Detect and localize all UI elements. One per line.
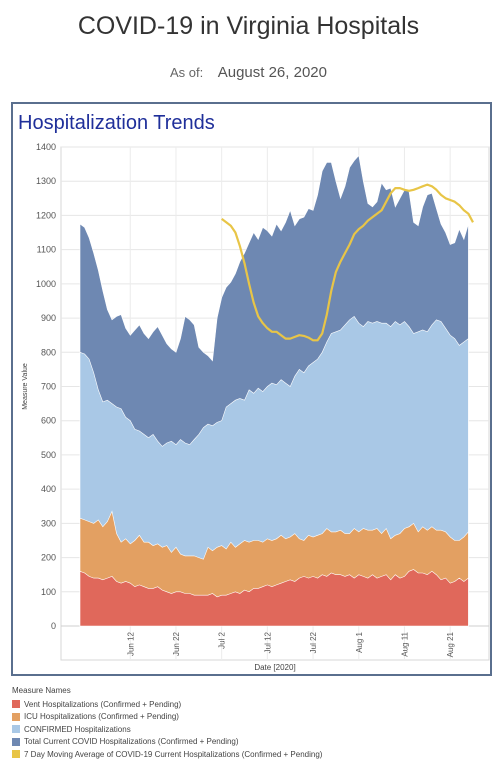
legend-label: ICU Hospitalizations (Confirmed + Pendin… [24, 712, 179, 722]
legend-item[interactable]: ICU Hospitalizations (Confirmed + Pendin… [12, 711, 322, 724]
y-tick-label: 500 [41, 450, 56, 460]
legend-label: CONFIRMED Hospitalizations [24, 724, 131, 734]
legend-label: 7 Day Moving Average of COVID-19 Current… [24, 749, 323, 759]
y-tick-label: 1400 [36, 142, 56, 152]
y-tick-label: 200 [41, 553, 56, 563]
y-tick-label: 100 [41, 587, 56, 597]
y-tick-label: 1100 [37, 245, 56, 255]
x-tick-label: Aug 21 [446, 631, 455, 657]
as-of-label: As of: [170, 65, 204, 80]
as-of-row: As of: August 26, 2020 [0, 64, 497, 82]
legend-swatch [12, 737, 20, 746]
legend-item[interactable]: Total Current COVID Hospitalizations (Co… [12, 736, 322, 749]
x-tick-label: Jul 12 [263, 631, 272, 653]
y-tick-label: 800 [41, 347, 56, 357]
x-tick-label: Aug 1 [355, 631, 364, 652]
x-tick-label: Jul 22 [309, 631, 318, 653]
page-title: COVID-19 in Virginia Hospitals [77, 12, 420, 40]
area-series-3 [79, 569, 469, 627]
y-tick-label: 600 [41, 416, 56, 426]
legend-swatch [12, 712, 20, 721]
y-tick-label: 1300 [36, 176, 56, 186]
y-axis-title: Measure Value [22, 363, 29, 410]
hospitalization-chart: 0 100 200 300 400 500 600 700 800 900 1000 1100 1200… [22, 142, 490, 672]
y-tick-label: 400 [41, 484, 56, 494]
legend-label: Vent Hospitalizations (Confirmed + Pendi… [24, 699, 182, 709]
legend-title: Measure Names [12, 686, 71, 695]
panel-title: Hospitalization Trends [18, 112, 215, 134]
y-tick-label: 1000 [36, 279, 56, 289]
legend: Measure Names Vent Hospitalizations (Con… [12, 686, 322, 761]
y-tick-label: 0 [51, 621, 56, 631]
as-of-date: August 26, 2020 [217, 64, 327, 81]
y-tick-label: 1200 [36, 210, 56, 220]
x-tick-label: Jul 2 [218, 631, 227, 648]
x-tick-label: Jun 12 [126, 631, 135, 656]
moving-average-line [221, 183, 474, 342]
y-tick-label: 900 [41, 313, 56, 323]
y-tick-label: 700 [41, 382, 56, 392]
x-tick-label: Aug 11 [400, 631, 409, 656]
legend-swatch [12, 700, 20, 709]
legend-swatch [12, 725, 20, 734]
legend-swatch [12, 750, 20, 759]
legend-item[interactable]: CONFIRMED Hospitalizations [12, 723, 322, 736]
legend-label: Total Current COVID Hospitalizations (Co… [24, 737, 239, 747]
x-tick-label: Jun 22 [172, 631, 181, 656]
x-axis-title: Date [2020] [254, 663, 295, 672]
legend-item[interactable]: Vent Hospitalizations (Confirmed + Pendi… [12, 698, 322, 711]
legend-item[interactable]: 7 Day Moving Average of COVID-19 Current… [12, 748, 322, 761]
y-tick-label: 300 [41, 518, 56, 528]
